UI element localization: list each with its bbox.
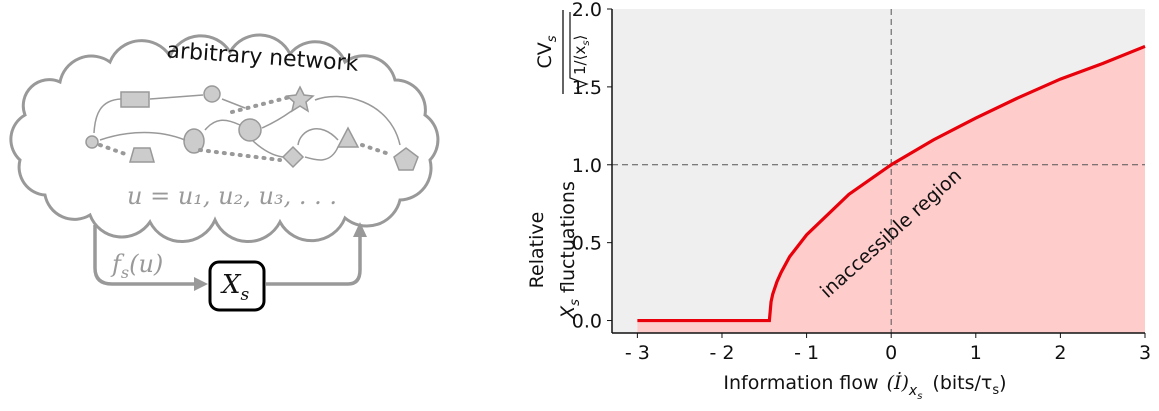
ylabel-line1: Relative xyxy=(526,212,548,289)
y-axis-fraction: CVs 1/⟨xs⟩ xyxy=(534,10,592,94)
output-node-label: Xs xyxy=(220,270,250,305)
xlabel-unit: (bits/τ xyxy=(932,372,992,394)
ylabel-x-sub: s xyxy=(568,299,583,306)
dotted-edges xyxy=(98,95,394,162)
edge xyxy=(99,131,186,141)
plot: - 3 - 2 - 1 0 1 2 3 0.0 0.5 1.0 1.5 2.0 xyxy=(572,0,1151,364)
node-diamond xyxy=(281,145,305,169)
edge xyxy=(93,98,122,134)
y-axis-title: Relative Xs fluctuations xyxy=(526,181,583,320)
xlabel-unit-end: ) xyxy=(999,372,1006,394)
edge xyxy=(149,94,204,100)
arrowhead xyxy=(194,277,208,291)
y-tick-label: 0.0 xyxy=(572,311,602,333)
edge xyxy=(304,146,339,161)
ylabel-line2: Xs fluctuations xyxy=(557,181,583,320)
input-label: fs(u) xyxy=(110,250,163,282)
node-circle xyxy=(238,118,262,142)
node-pentagon xyxy=(393,147,419,171)
edge xyxy=(252,140,284,158)
numerator-main: CV xyxy=(534,42,556,68)
arrowhead xyxy=(353,222,367,237)
y-tick-label: 2.0 xyxy=(572,0,602,21)
xlabel-text: Information flow xyxy=(723,372,878,394)
x-tick-label: - 2 xyxy=(709,342,734,364)
xlabel-sub: x xyxy=(908,383,918,399)
x-tick-label: 3 xyxy=(1139,342,1151,364)
edge xyxy=(204,119,241,131)
x-tick-label: 2 xyxy=(1054,342,1066,364)
output-node xyxy=(208,260,266,312)
node-star-b xyxy=(285,85,315,113)
x-tick-label: - 3 xyxy=(625,342,650,364)
numerator: CVs xyxy=(534,35,560,68)
network-edges xyxy=(93,94,401,161)
numerator-sub: s xyxy=(545,35,560,42)
denominator-sub: s xyxy=(581,40,592,45)
x-axis-title: Information flow (İ)xs(bits/τs) xyxy=(723,371,1006,402)
ylabel-x: X xyxy=(557,305,579,320)
f-sub: s xyxy=(121,263,129,282)
x-tick-label: 1 xyxy=(970,342,982,364)
node-star-a xyxy=(203,85,221,103)
network-nodes xyxy=(85,85,419,171)
node-ellipse xyxy=(183,128,205,154)
xlabel-unit-sub: s xyxy=(992,383,999,398)
denominator-end: ⟩ xyxy=(571,35,589,41)
x-tick-label: 0 xyxy=(885,342,897,364)
x-tick-label: - 1 xyxy=(794,342,819,364)
edge xyxy=(221,98,246,109)
node-burst xyxy=(85,135,99,149)
bound-line xyxy=(637,44,1146,323)
xlabel-subsub: s xyxy=(917,391,922,402)
denominator: 1/⟨xs⟩ xyxy=(571,35,592,75)
network-diagram: arbitrary network u = u₁, u₂, u₃, . . . … xyxy=(9,33,440,312)
node-main: X xyxy=(220,270,242,300)
edge xyxy=(261,109,294,129)
node-sub: s xyxy=(241,285,250,305)
xlabel-sym: (İ) xyxy=(887,371,909,394)
cloud xyxy=(9,33,440,244)
y-tick-label: 0.5 xyxy=(572,233,602,255)
f-arg: (u) xyxy=(129,250,163,278)
node-triangle xyxy=(336,126,360,148)
y-tick-label: 1.0 xyxy=(572,155,602,177)
ylabel-rest: fluctuations xyxy=(557,181,579,299)
edge xyxy=(314,95,401,146)
edge xyxy=(297,128,339,146)
feedback-arrows xyxy=(93,225,362,286)
denominator-main: 1/⟨x xyxy=(571,46,589,75)
node-trapezoid xyxy=(129,147,155,163)
y-tick-label: 1.5 xyxy=(572,77,602,99)
network-variables: u = u₁, u₂, u₃, . . . xyxy=(127,182,337,210)
sqrt-sign xyxy=(569,12,589,93)
node-rect xyxy=(120,91,150,108)
